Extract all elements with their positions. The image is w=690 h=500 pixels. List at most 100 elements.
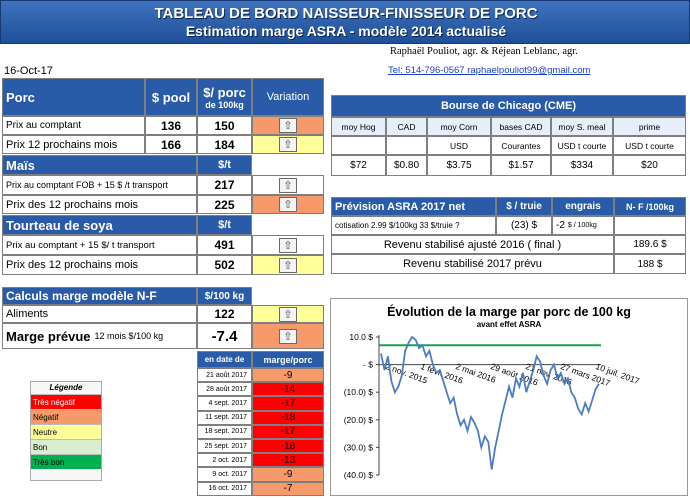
arrow-up-icon: ⇧ xyxy=(279,257,297,273)
history-marge-cell: -17 xyxy=(252,424,324,439)
porc-comptant-pool-value: 136 xyxy=(160,118,182,133)
soya-row-comptant: Prix au comptant + 15 $/ t transport xyxy=(2,235,197,255)
cme-col-header: moy S. meal xyxy=(551,117,613,136)
title-banner: TABLEAU DE BORD NAISSEUR-FINISSEUR DE PO… xyxy=(0,0,690,44)
cme-col-header: CAD xyxy=(386,117,427,136)
cme-col-header: moy Corn xyxy=(427,117,491,136)
porc-comptant-label: Prix au comptant xyxy=(6,120,82,131)
history-date-cell: 9 oct. 2017 xyxy=(197,467,252,482)
cotisation-engrais-unit: $ / 100kg xyxy=(567,222,597,229)
porc-comptant-variation: ⇧ xyxy=(252,116,324,135)
arrow-up-icon: ⇧ xyxy=(279,306,297,322)
prevision-engrais-label: engrais xyxy=(565,201,601,212)
variation-col-label: Variation xyxy=(266,91,310,103)
cme-col-header: moy Hog xyxy=(331,117,386,136)
soya-12mois-value: 502 xyxy=(214,258,235,272)
prevision-nf-label: N- F /100kg xyxy=(625,201,674,212)
soya-unit-label: $/t xyxy=(218,219,231,231)
cme-value-cell: $3.75 xyxy=(427,155,491,176)
revenu-2016-value-cell: 189.6 $ xyxy=(614,235,686,254)
revenu-2016-label: Revenu stabilisé ajusté 2016 ( final ) xyxy=(383,238,562,251)
chart-y-tick-label: - $ xyxy=(363,360,373,370)
history-date-label: en date de xyxy=(204,355,245,364)
mais-12mois-value: 225 xyxy=(214,197,235,212)
cme-value-cell: $0.80 xyxy=(386,155,427,176)
arrow-up-icon: ⇧ xyxy=(279,177,297,193)
soya-comptant-label: Prix au comptant + 15 $/ t transport xyxy=(6,239,155,251)
revenu-2017-value: 188 $ xyxy=(637,258,663,270)
history-marge-cell: -9 xyxy=(252,467,324,482)
report-date: 16-Oct-17 xyxy=(4,65,53,77)
arrow-up-icon: ⇧ xyxy=(279,118,297,133)
chart-y-tick-label: (20.0) $ xyxy=(344,415,374,425)
title-line-2: Estimation marge ASRA - modèle 2014 actu… xyxy=(185,23,507,39)
history-date-cell: 11 sept. 2017 xyxy=(197,410,252,425)
marge-chart: Évolution de la marge par porc de 100 kg… xyxy=(330,298,688,496)
history-marge-cell: -7 xyxy=(252,481,324,496)
aliments-row: Aliments xyxy=(2,305,197,323)
cme-value-cell: $20 xyxy=(613,155,686,176)
prevision-truie-header: $ / truie xyxy=(496,197,552,216)
porc-section-header: Porc xyxy=(2,78,145,116)
history-marge-cell: -17 xyxy=(252,396,324,411)
chart-y-tick-label: (30.0) $ xyxy=(344,442,374,452)
cotisation-truie-value: (23) $ xyxy=(510,220,538,231)
aliments-value-cell: 122 xyxy=(197,305,252,323)
porc-col-label: $/ porc xyxy=(203,84,246,100)
legend-item: Très bon xyxy=(31,454,101,469)
soya-comptant-value: 491 xyxy=(214,238,235,252)
marge-prevue-row: Marge prévue 12 mois $/100 kg xyxy=(2,323,197,349)
cme-unit-cell: USD t courte xyxy=(613,136,686,155)
legend-items: Très négatif Négatif Neutre Bon Très bon xyxy=(31,394,101,469)
history-marge-cell: -14 xyxy=(252,382,324,397)
chart-y-tick-label: (10.0) $ xyxy=(344,387,374,397)
history-marge-cell: -13 xyxy=(252,453,324,468)
cme-unit-cell xyxy=(331,136,386,155)
cme-col-header: bases CAD xyxy=(491,117,551,136)
chart-y-axis: 10.0 $ - $ (10.0) $ (20.0) $ (30.0) $ (40.0) … xyxy=(344,332,380,480)
history-marge-header: marge/porc xyxy=(252,351,324,368)
porc-comptant-porc-value: 150 xyxy=(214,118,235,133)
marge-prevue-value-cell: -7.4 xyxy=(197,323,252,349)
revenu-2017-row: Revenu stabilisé 2017 prévu xyxy=(331,254,614,274)
mais-12mois-value-cell: 225 xyxy=(197,195,252,214)
marge-section-header: Calculs marge modèle N-F xyxy=(2,287,197,305)
marge-prevue-label: Marge prévue xyxy=(6,328,91,344)
marge-prevue-variation: ⇧ xyxy=(252,323,324,349)
cme-value-cell: $334 xyxy=(551,155,613,176)
cotisation-engrais-cell: -2 $ / 100kg xyxy=(552,216,614,235)
history-date-cell: 18 sept. 2017 xyxy=(197,424,252,439)
porc-12mois-porc: 184 xyxy=(197,135,252,154)
contact-link[interactable]: Tel: 514-796-0567 raphaelpouliot99@gmail… xyxy=(388,65,591,76)
aliments-label: Aliments xyxy=(6,308,49,320)
revenu-2017-label: Revenu stabilisé 2017 prévu xyxy=(403,258,542,270)
porc-12mois-variation: ⇧ xyxy=(252,135,324,154)
history-date-cell: 16 oct. 2017 xyxy=(197,481,252,496)
history-date-cell: 25 sept. 2017 xyxy=(197,439,252,454)
cme-unit-cell xyxy=(386,136,427,155)
mais-row-comptant: Prix au comptant FOB + 15 $ /t transport xyxy=(2,175,197,195)
revenu-2017-value-cell: 188 $ xyxy=(614,254,686,274)
prevision-title: Prévision ASRA 2017 net xyxy=(335,200,466,213)
history-date-cell: 4 sept. 2017 xyxy=(197,396,252,411)
mais-12mois-variation: ⇧ xyxy=(252,195,324,214)
soya-unit-header: $/t xyxy=(197,215,252,235)
history-date-cell: 2 oct. 2017 xyxy=(197,453,252,468)
legend-title: Légende xyxy=(49,383,83,392)
cotisation-engrais-value: -2 xyxy=(556,220,565,231)
legend-item: Bon xyxy=(31,439,101,454)
marge-chart-svg: Évolution de la marge par porc de 100 kg… xyxy=(344,304,641,480)
cme-col-header: prime xyxy=(613,117,686,136)
marge-section-label: Calculs marge modèle N-F xyxy=(6,289,157,303)
revenu-2016-value: 189.6 $ xyxy=(633,239,667,250)
soya-row-12mois: Prix des 12 prochains mois xyxy=(2,255,197,275)
arrow-up-icon: ⇧ xyxy=(279,237,297,253)
porc-comptant-pool: 136 xyxy=(145,116,197,135)
history-marge-cell: -9 xyxy=(252,368,324,383)
arrow-up-icon: ⇧ xyxy=(279,197,297,212)
history-marge-label: marge/porc xyxy=(263,354,313,365)
soya-comptant-value-cell: 491 xyxy=(197,235,252,255)
porc-section-label: Porc xyxy=(6,89,35,105)
soya-comptant-variation: ⇧ xyxy=(252,235,324,255)
porc-col-header: $/ porc de 100kg xyxy=(197,78,252,116)
